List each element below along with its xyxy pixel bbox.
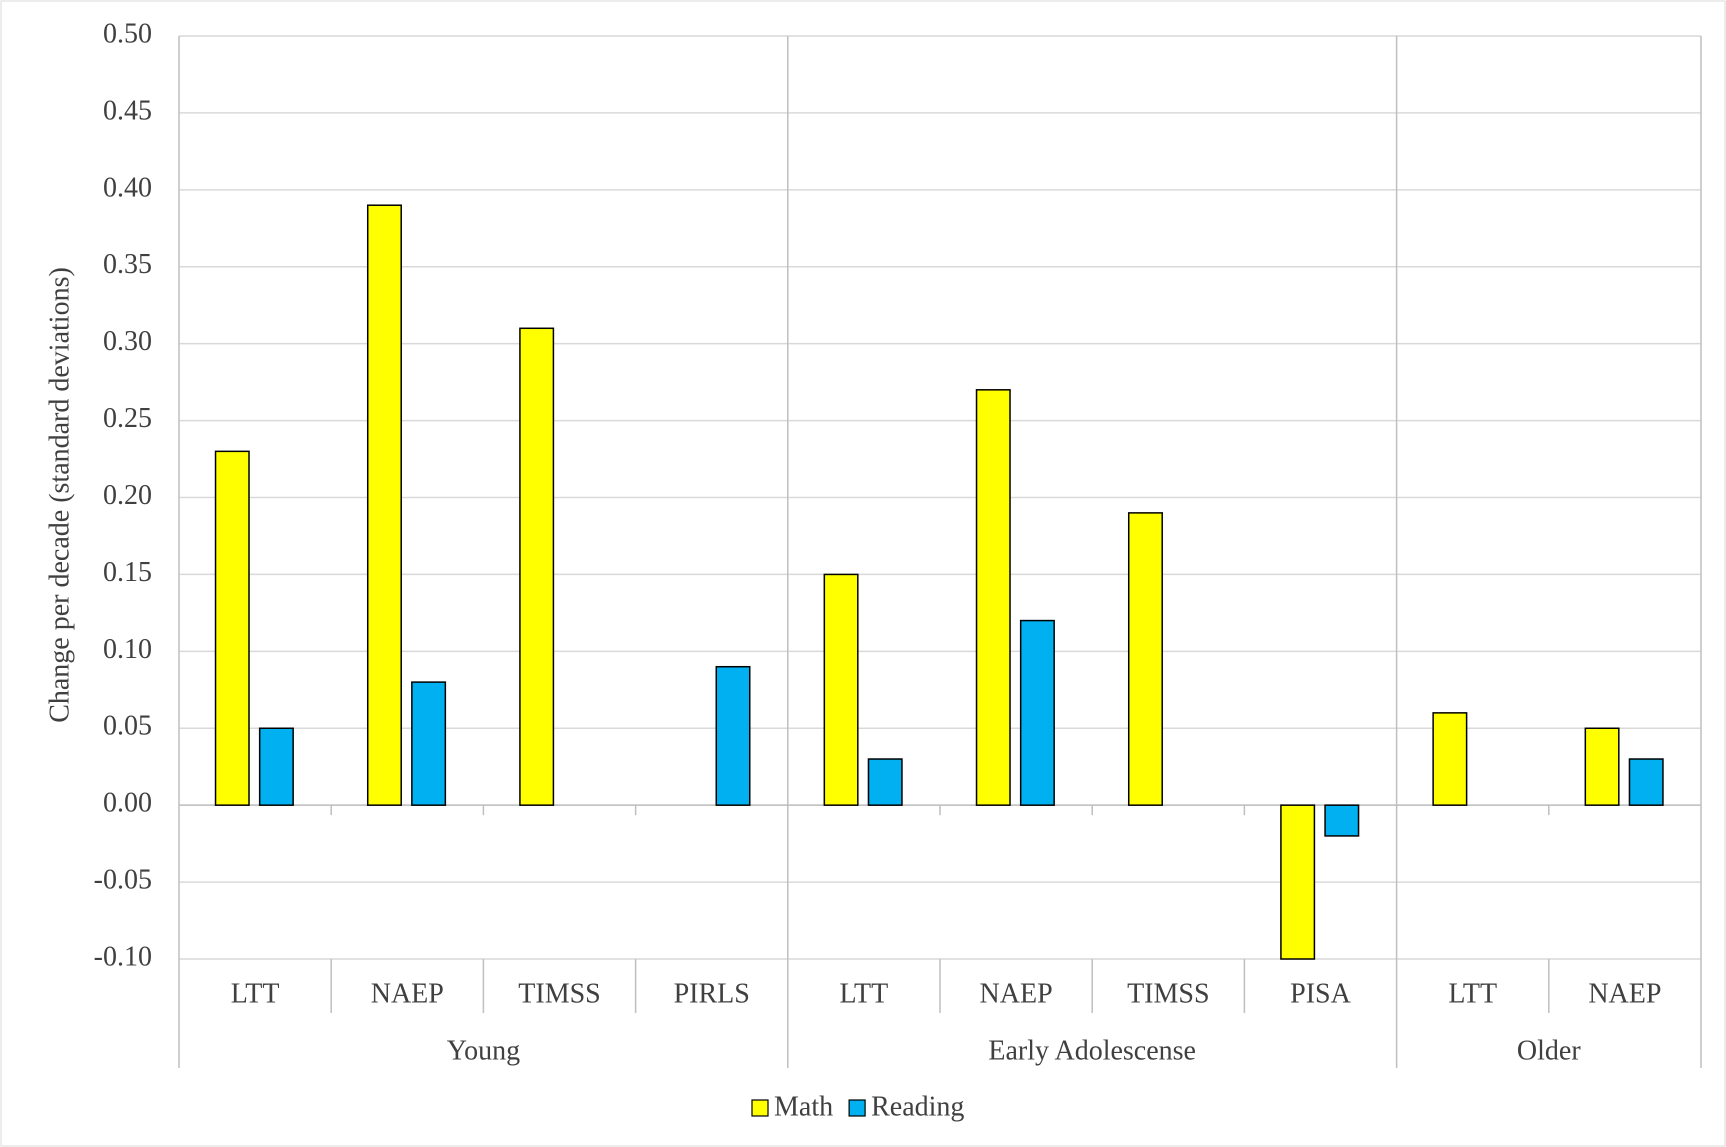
x-tick-label: NAEP: [371, 978, 444, 1009]
x-tick-label: NAEP: [1588, 978, 1661, 1009]
bar: [1324, 804, 1360, 837]
x-tick-label: LTT: [1448, 978, 1497, 1009]
y-tick-label: 0.40: [103, 172, 152, 203]
group-label: Older: [1517, 1035, 1581, 1066]
bar: [214, 450, 250, 806]
legend-label: Reading: [871, 1091, 964, 1122]
bar: [519, 327, 555, 806]
y-tick-label: 0.35: [103, 249, 152, 280]
y-tick-label: 0.20: [103, 480, 152, 511]
x-tick-label: LTT: [231, 978, 280, 1009]
bar: [366, 204, 402, 806]
legend-label: Math: [774, 1091, 833, 1122]
y-tick-label: 0.45: [103, 95, 152, 126]
bar: [1019, 619, 1055, 806]
y-axis-title: Change per decade (standard deviations): [44, 267, 75, 723]
bar: [1432, 712, 1468, 806]
y-tick-label: 0.05: [103, 711, 152, 742]
bar: [823, 573, 859, 806]
x-tick-label: LTT: [840, 978, 889, 1009]
bar: [715, 665, 751, 806]
group-label: Early Adolescense: [988, 1035, 1196, 1066]
x-tick-label: TIMSS: [1127, 978, 1209, 1009]
y-tick-label: 0.25: [103, 403, 152, 434]
y-tick-label: 0.10: [103, 634, 152, 665]
bar: [975, 389, 1011, 806]
bar: [1280, 804, 1316, 960]
y-tick-label: 0.30: [103, 326, 152, 357]
y-tick-label: -0.05: [94, 865, 152, 896]
bar: [258, 727, 294, 806]
legend-swatch: [848, 1099, 866, 1117]
x-tick-label: PISA: [1290, 978, 1351, 1009]
x-tick-label: PIRLS: [674, 978, 750, 1009]
legend-swatch: [751, 1099, 769, 1117]
y-tick-label: -0.10: [94, 941, 152, 972]
x-tick-label: TIMSS: [518, 978, 600, 1009]
y-tick-label: 0.15: [103, 557, 152, 588]
bar: [1628, 758, 1664, 806]
bar: [867, 758, 903, 806]
bar: [1584, 727, 1620, 806]
bar: [411, 681, 447, 806]
bar: [1127, 512, 1163, 806]
group-label: Young: [447, 1035, 520, 1066]
y-tick-label: 0.50: [103, 18, 152, 49]
x-tick-label: NAEP: [980, 978, 1053, 1009]
y-tick-label: 0.00: [103, 788, 152, 819]
